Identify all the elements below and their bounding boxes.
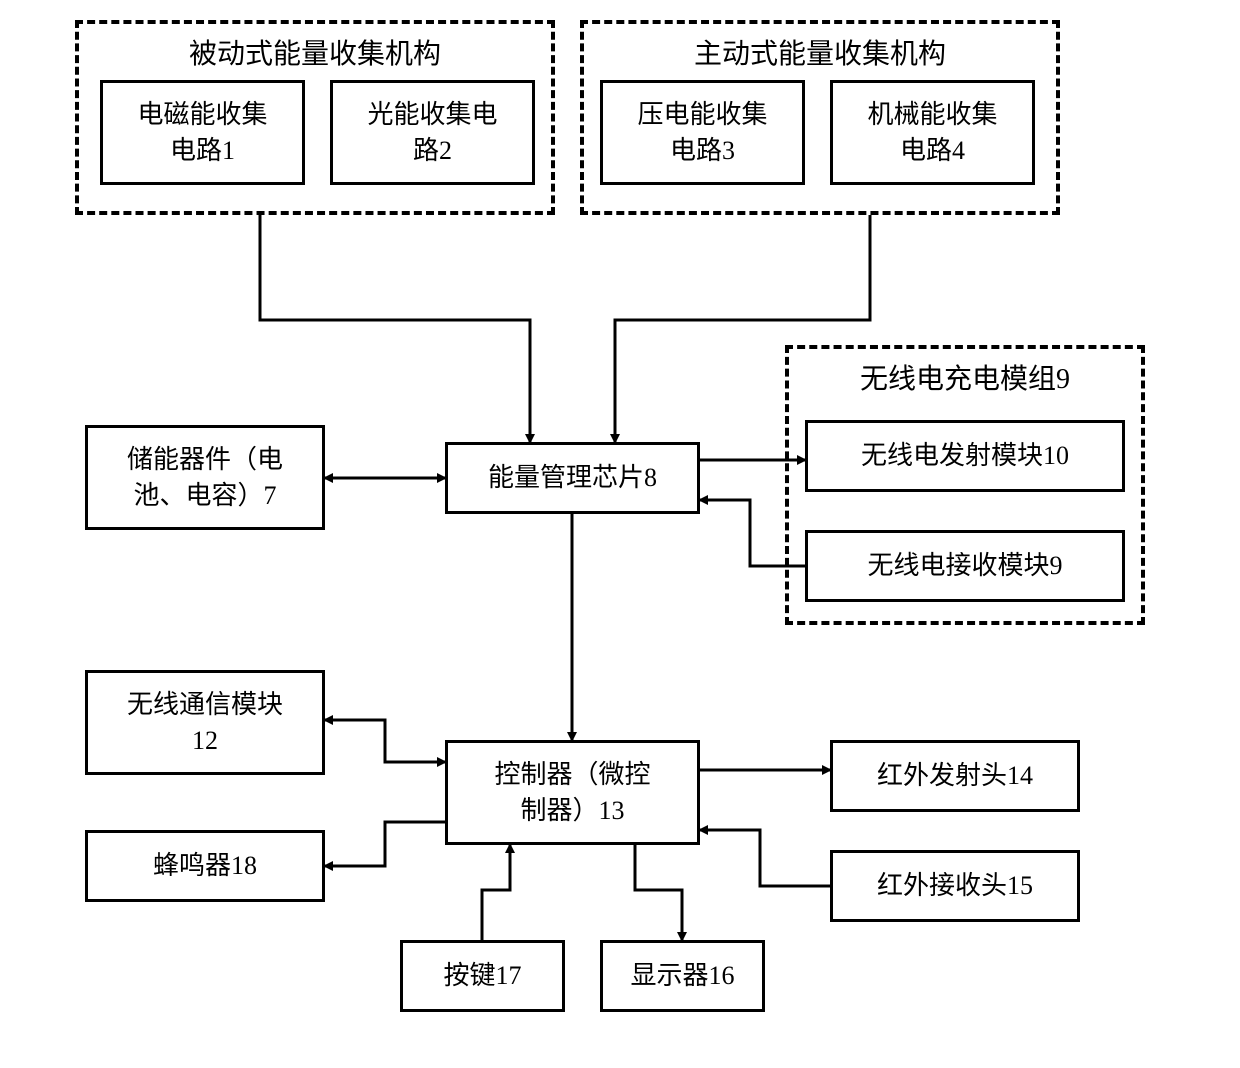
node-box13: 控制器（微控制器）13 <box>445 740 700 845</box>
node-box4: 机械能收集电路4 <box>830 80 1035 185</box>
node-label: 按键17 <box>443 958 521 993</box>
node-box3: 压电能收集电路3 <box>600 80 805 185</box>
node-label: 储能器件（电池、电容）7 <box>127 442 283 512</box>
node-label: 控制器（微控制器）13 <box>494 757 650 827</box>
group-title: 主动式能量收集机构 <box>584 32 1056 72</box>
node-box7: 储能器件（电池、电容）7 <box>85 425 325 530</box>
node-label: 压电能收集电路3 <box>637 97 767 167</box>
node-label: 蜂鸣器18 <box>153 848 257 883</box>
node-label: 机械能收集电路4 <box>867 97 997 167</box>
node-label: 光能收集电路2 <box>367 97 497 167</box>
node-box1: 电磁能收集电路1 <box>100 80 305 185</box>
node-box17: 按键17 <box>400 940 565 1012</box>
edge-box17-box13 <box>482 845 510 940</box>
group-title: 无线电充电模组9 <box>789 357 1141 397</box>
node-label: 红外发射头14 <box>877 758 1033 793</box>
node-box2: 光能收集电路2 <box>330 80 535 185</box>
edge-box15-box13 <box>700 830 830 886</box>
node-label: 无线电发射模块10 <box>861 438 1069 473</box>
node-box14: 红外发射头14 <box>830 740 1080 812</box>
group-title: 被动式能量收集机构 <box>79 32 551 72</box>
node-box12: 无线通信模块12 <box>85 670 325 775</box>
node-box10: 无线电发射模块10 <box>805 420 1125 492</box>
node-label: 无线电接收模块9 <box>867 548 1062 583</box>
node-label: 红外接收头15 <box>877 868 1033 903</box>
node-box9: 无线电接收模块9 <box>805 530 1125 602</box>
node-label: 能量管理芯片8 <box>488 460 657 495</box>
edge-box13-box16 <box>635 845 682 940</box>
node-label: 电磁能收集电路1 <box>137 97 267 167</box>
edge-box13-box12 <box>325 720 445 762</box>
edge-box13-box18 <box>325 822 445 866</box>
edge-passive-group-box8 <box>260 215 530 442</box>
node-label: 显示器16 <box>630 958 734 993</box>
node-box8: 能量管理芯片8 <box>445 442 700 514</box>
node-box15: 红外接收头15 <box>830 850 1080 922</box>
node-box16: 显示器16 <box>600 940 765 1012</box>
node-label: 无线通信模块12 <box>127 687 283 757</box>
node-box18: 蜂鸣器18 <box>85 830 325 902</box>
